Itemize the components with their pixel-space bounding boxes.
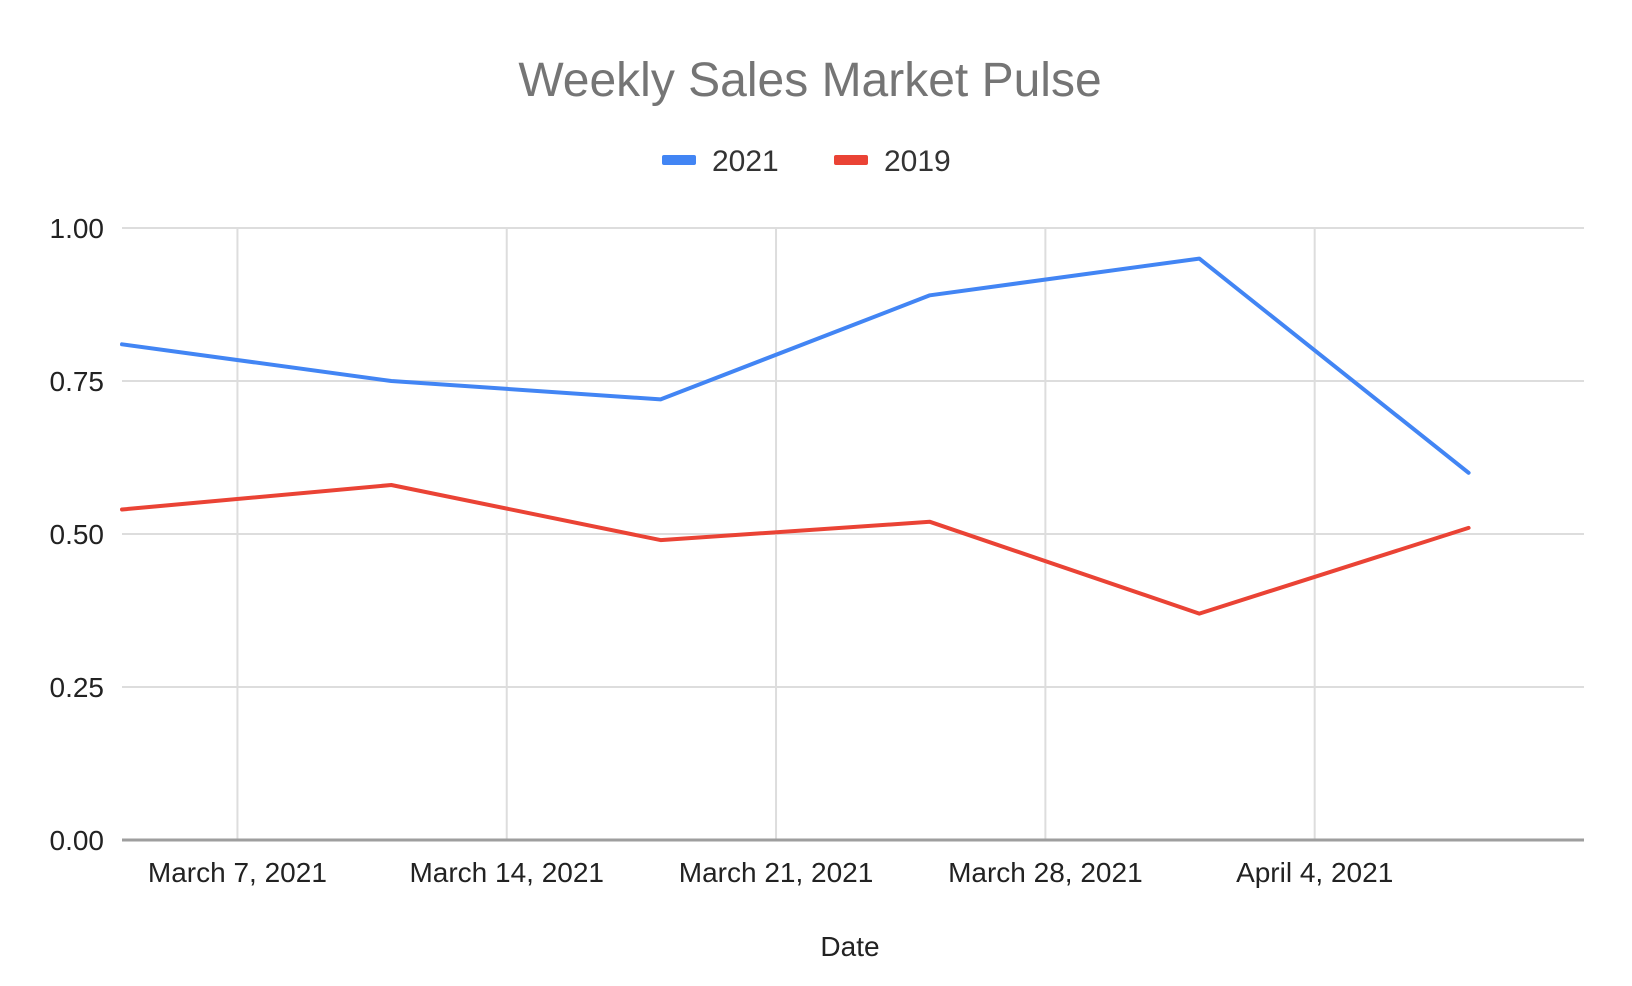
x-tick-label: March 7, 2021: [148, 857, 327, 888]
plot-series: [120, 256, 1471, 616]
chart-title: Weekly Sales Market Pulse: [518, 54, 1101, 107]
y-tick-label: 0.00: [50, 825, 105, 856]
legend-label-2019: 2019: [884, 145, 951, 178]
chart-legend: 2021 2019: [662, 145, 951, 178]
x-tick-label: March 21, 2021: [679, 857, 874, 888]
series-line-2019: [120, 483, 1471, 616]
x-tick-label: March 14, 2021: [409, 857, 604, 888]
y-tick-label: 0.50: [50, 519, 105, 550]
series-line-2021: [120, 256, 1471, 475]
legend-label-2021: 2021: [712, 145, 779, 178]
legend-swatch-2021: [662, 155, 696, 165]
y-axis: 0.00 0.25 0.50 0.75 1.00: [50, 213, 105, 856]
x-axis: March 7, 2021 March 14, 2021 March 21, 202…: [148, 857, 1393, 888]
x-tick-label: March 28, 2021: [948, 857, 1143, 888]
y-tick-label: 0.25: [50, 672, 105, 703]
x-axis-title: Date: [820, 931, 879, 962]
legend-swatch-2019: [834, 155, 868, 165]
y-tick-label: 0.75: [50, 366, 105, 397]
x-tick-label: April 4, 2021: [1236, 857, 1393, 888]
chart-grid: [122, 227, 1584, 840]
y-tick-label: 1.00: [50, 213, 105, 244]
